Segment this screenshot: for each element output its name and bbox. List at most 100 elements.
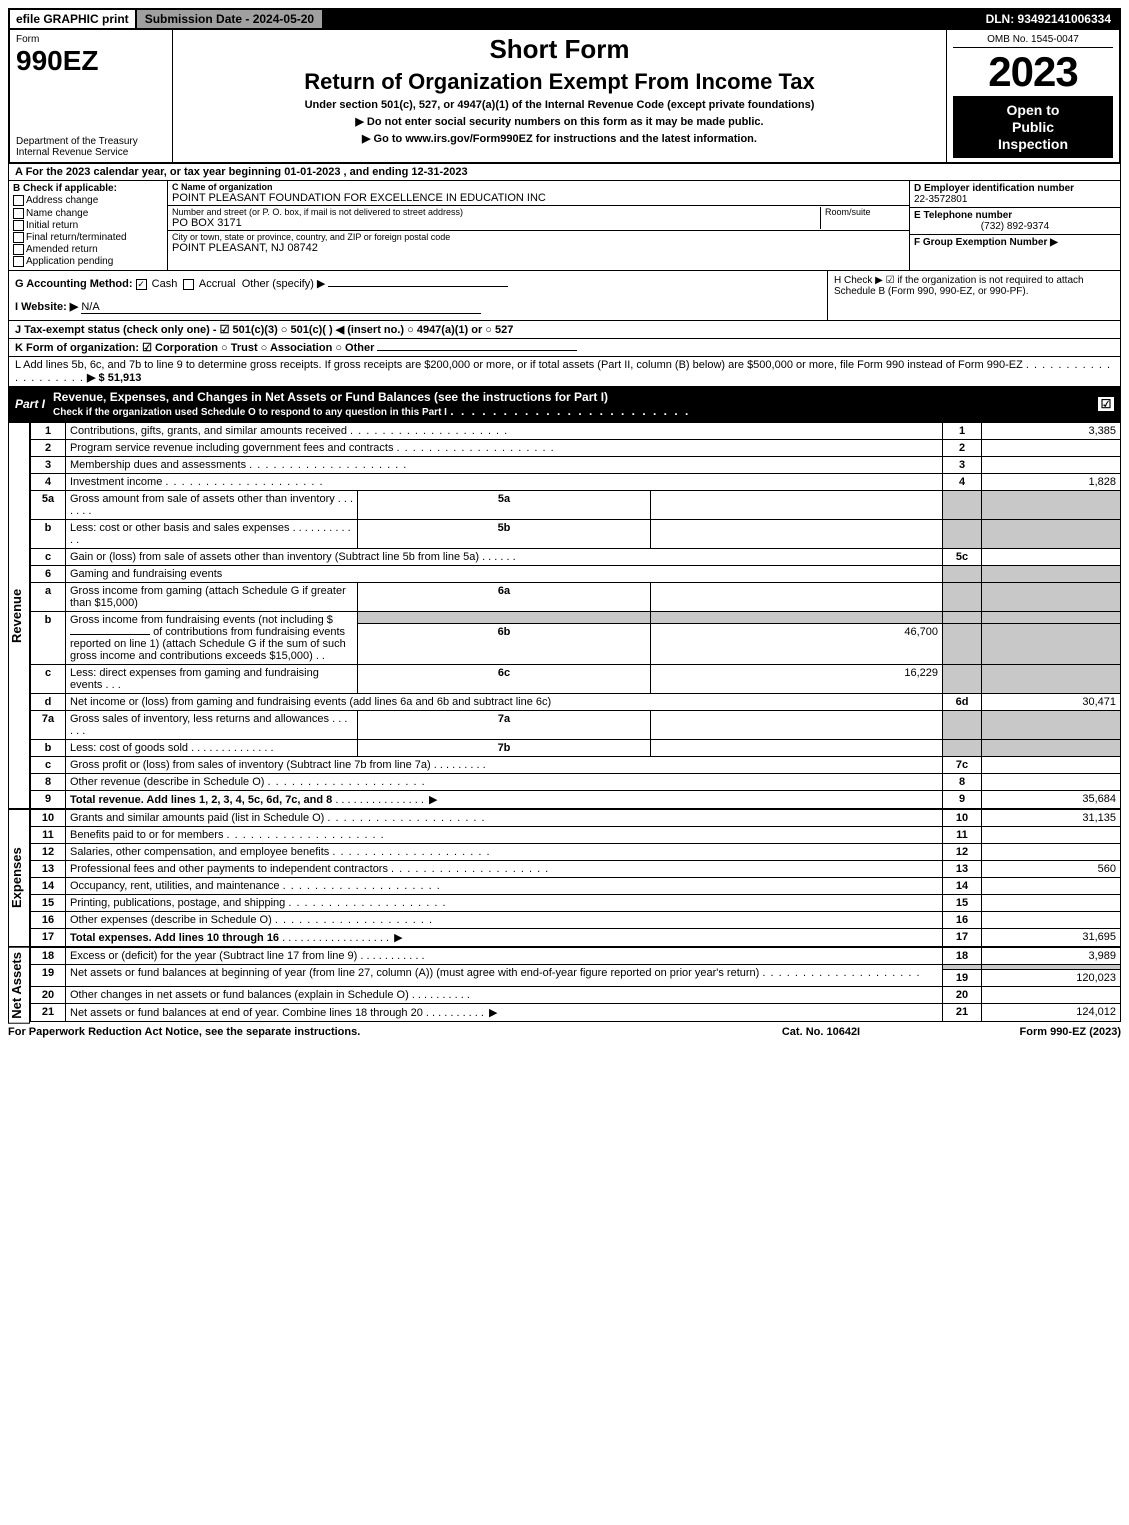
paperwork-notice: For Paperwork Reduction Act Notice, see … [8, 1026, 721, 1038]
dln-label: DLN: 93492141006334 [978, 10, 1119, 28]
submission-date: Submission Date - 2024-05-20 [137, 10, 324, 28]
line-14-value [982, 878, 1121, 895]
line-7b-value [650, 740, 942, 757]
box-b-checklist: B Check if applicable: Address change Na… [9, 181, 168, 270]
ein-value: 22-3572801 [914, 194, 1116, 205]
line-5c-value [982, 549, 1121, 566]
line-5b-value [650, 520, 942, 549]
box-c-org: C Name of organization POINT PLEASANT FO… [168, 181, 910, 270]
line-4-value: 1,828 [982, 474, 1121, 491]
irs-label: Internal Revenue Service [16, 147, 166, 158]
page-footer: For Paperwork Reduction Act Notice, see … [8, 1024, 1121, 1040]
net-assets-section: Net Assets 18Excess or (deficit) for the… [8, 947, 1121, 1024]
line-2-value [982, 440, 1121, 457]
line-15-value [982, 895, 1121, 912]
line-5a-value [650, 491, 942, 520]
part-1-schedule-o-check[interactable]: ☑ [1098, 397, 1114, 411]
line-19-value: 120,023 [982, 970, 1121, 987]
row-j-tax-exempt: J Tax-exempt status (check only one) - ☑… [8, 321, 1121, 339]
group-exemption-label: F Group Exemption Number ▶ [914, 237, 1116, 248]
line-9-value: 35,684 [982, 791, 1121, 809]
line-1-value: 3,385 [982, 423, 1121, 440]
phone-value: (732) 892-9374 [914, 221, 1116, 232]
form-header-center: Short Form Return of Organization Exempt… [173, 30, 947, 162]
line-18-value: 3,989 [982, 948, 1121, 965]
revenue-vert-label: Revenue [8, 422, 30, 809]
line-20-value [982, 987, 1121, 1004]
check-application-pending[interactable]: Application pending [13, 256, 163, 267]
form-number: 990EZ [16, 45, 166, 77]
box-b-title: B Check if applicable: [13, 183, 117, 194]
net-assets-table: 18Excess or (deficit) for the year (Subt… [30, 947, 1121, 1022]
check-final-return[interactable]: Final return/terminated [13, 232, 163, 243]
form-header-left: Form 990EZ Department of the Treasury In… [10, 30, 173, 162]
line-7a-value [650, 711, 942, 740]
line-8-value [982, 774, 1121, 791]
check-address-change[interactable]: Address change [13, 195, 163, 206]
row-g-h-i: G Accounting Method: Cash Accrual Other … [8, 271, 1121, 321]
line-12-value [982, 844, 1121, 861]
cat-number: Cat. No. 10642I [721, 1026, 921, 1038]
accounting-method: G Accounting Method: Cash Accrual Other … [15, 277, 821, 290]
form-header-right: OMB No. 1545-0047 2023 Open to Public In… [947, 30, 1119, 162]
addr-value: PO BOX 3171 [172, 217, 820, 229]
short-form-title: Short Form [179, 34, 940, 65]
top-bar: efile GRAPHIC print Submission Date - 20… [8, 8, 1121, 30]
form-word: Form [16, 34, 166, 45]
dept-treasury: Department of the Treasury [16, 136, 166, 147]
line-21-value: 124,012 [982, 1004, 1121, 1022]
arrow-icon [427, 794, 439, 806]
line-13-value: 560 [982, 861, 1121, 878]
line-17-value: 31,695 [982, 929, 1121, 947]
line-6c-value: 16,229 [650, 665, 942, 694]
check-accrual[interactable] [183, 279, 194, 290]
revenue-section: Revenue 1Contributions, gifts, grants, a… [8, 422, 1121, 809]
website-value: N/A [81, 301, 481, 314]
row-l-gross-receipts: L Add lines 5b, 6c, and 7b to line 9 to … [8, 357, 1121, 387]
org-name-label: C Name of organization [172, 182, 905, 192]
line-6d-value: 30,471 [982, 694, 1121, 711]
arrow-icon [487, 1007, 499, 1019]
open-to-public: Open to Public Inspection [953, 96, 1113, 158]
line-6b-value: 46,700 [650, 624, 942, 665]
line-6a-value [650, 583, 942, 612]
box-right: D Employer identification number 22-3572… [910, 181, 1120, 270]
room-label: Room/suite [825, 207, 905, 217]
other-org-input[interactable] [377, 350, 577, 351]
section-a-calendar: A For the 2023 calendar year, or tax yea… [8, 164, 1121, 181]
check-amended-return[interactable]: Amended return [13, 244, 163, 255]
ein-label: D Employer identification number [914, 183, 1116, 194]
website-row: I Website: ▶ N/A [15, 300, 821, 314]
line-6b-blank[interactable] [70, 634, 150, 635]
omb-number: OMB No. 1545-0047 [953, 34, 1113, 48]
net-assets-vert-label: Net Assets [8, 947, 30, 1024]
org-name-value: POINT PLEASANT FOUNDATION FOR EXCELLENCE… [172, 192, 905, 204]
phone-label: E Telephone number [914, 210, 1116, 221]
check-initial-return[interactable]: Initial return [13, 220, 163, 231]
arrow-icon [392, 932, 404, 944]
expenses-table: 10Grants and similar amounts paid (list … [30, 809, 1121, 947]
info-grid: B Check if applicable: Address change Na… [8, 181, 1121, 271]
other-specify-input[interactable] [328, 286, 508, 287]
form-header: Form 990EZ Department of the Treasury In… [8, 30, 1121, 164]
box-h: H Check ▶ ☑ if the organization is not r… [827, 271, 1120, 320]
expenses-section: Expenses 10Grants and similar amounts pa… [8, 809, 1121, 947]
revenue-table: 1Contributions, gifts, grants, and simil… [30, 422, 1121, 809]
city-label: City or town, state or province, country… [172, 232, 905, 242]
check-cash[interactable] [136, 279, 147, 290]
line-7c-value [982, 757, 1121, 774]
addr-label: Number and street (or P. O. box, if mail… [172, 207, 820, 217]
line-10-value: 31,135 [982, 810, 1121, 827]
line-11-value [982, 827, 1121, 844]
part-1-header: Part I Revenue, Expenses, and Changes in… [8, 387, 1121, 422]
tax-year: 2023 [953, 48, 1113, 96]
city-value: POINT PLEASANT, NJ 08742 [172, 242, 905, 254]
expenses-vert-label: Expenses [8, 809, 30, 947]
ssn-warning: ▶ Do not enter social security numbers o… [179, 115, 940, 128]
part-1-label: Part I [15, 397, 53, 411]
efile-print-label[interactable]: efile GRAPHIC print [10, 10, 137, 28]
line-16-value [982, 912, 1121, 929]
goto-link[interactable]: ▶ Go to www.irs.gov/Form990EZ for instru… [179, 132, 940, 145]
row-k-form-org: K Form of organization: ☑ Corporation ○ … [8, 339, 1121, 357]
check-name-change[interactable]: Name change [13, 208, 163, 219]
